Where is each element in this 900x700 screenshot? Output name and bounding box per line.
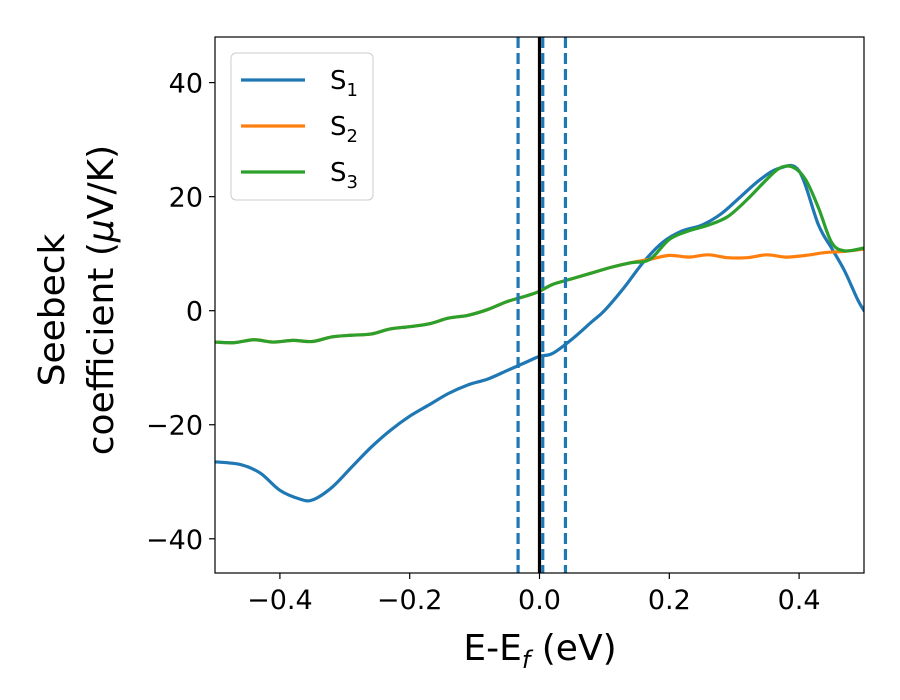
y-tick-label: 0 <box>186 297 203 328</box>
vline-layer <box>516 37 568 573</box>
y-tick-label: −20 <box>146 411 203 442</box>
x-tick-label: 0.0 <box>518 585 561 616</box>
y-axis-label-line2-start: coefficient ( <box>81 242 122 455</box>
y-axis-label: Seebeck coefficient (μV/K) <box>32 145 122 455</box>
y-axis-label-line2-end: V/K) <box>81 145 122 219</box>
x-tick-label: −0.2 <box>377 585 443 616</box>
legend: S1 S2 S3 <box>230 52 374 201</box>
y-tick-label: 20 <box>169 183 203 214</box>
series-line-s3 <box>215 164 864 345</box>
x-ticks: −0.4 −0.2 0.0 0.2 0.4 <box>247 573 821 616</box>
y-tick-label: 40 <box>169 69 203 100</box>
x-tick-label: −0.4 <box>247 585 313 616</box>
y-tick-label: −40 <box>146 525 203 556</box>
y-axis-label-mu: μ <box>81 219 122 243</box>
y-axis-label-line1: Seebeck <box>32 233 73 386</box>
y-ticks: 40 20 0 −20 −40 <box>146 69 215 556</box>
x-axis-label: E-Ef (eV) <box>463 628 616 674</box>
y-axis-label-line2: coefficient (μV/K) <box>81 145 122 455</box>
x-tick-label: 0.4 <box>778 585 821 616</box>
legend-label-s2: S2 <box>330 112 358 147</box>
legend-label-s3: S3 <box>330 158 358 193</box>
x-axis-label-main: E-E <box>463 628 521 669</box>
x-axis-label-unit: (eV) <box>530 628 616 669</box>
x-tick-label: 0.2 <box>648 585 691 616</box>
legend-label-s1: S1 <box>330 66 358 101</box>
